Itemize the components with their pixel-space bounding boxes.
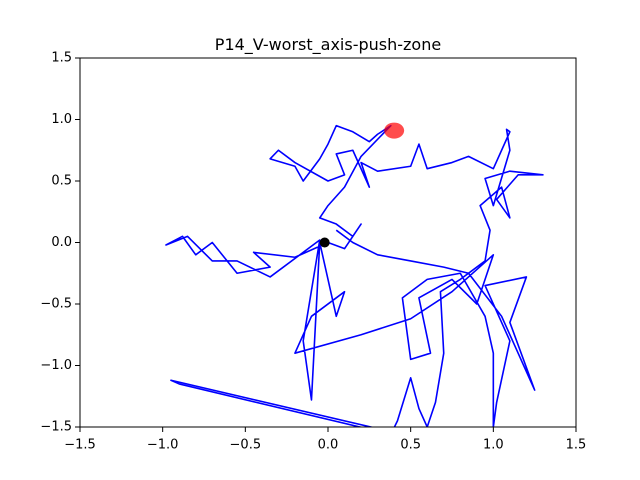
x-tick-label: 1.0 [483, 438, 504, 453]
x-tick-label: 0.5 [400, 438, 421, 453]
y-tick-label: −1.0 [40, 358, 72, 373]
x-tick-label: −0.5 [230, 438, 262, 453]
x-tick-label: 1.5 [566, 438, 587, 453]
y-tick-label: 0.5 [51, 174, 72, 189]
x-tick-label: −1.0 [147, 438, 179, 453]
y-tick-label: 1.0 [51, 112, 72, 127]
x-tick-label: 0.0 [318, 438, 339, 453]
y-tick-label: 0.0 [51, 235, 72, 250]
marker-point [319, 237, 330, 248]
plot-area [165, 122, 544, 427]
marker-point [384, 122, 405, 139]
y-tick-label: 1.5 [51, 51, 72, 66]
chart-title: P14_V-worst_axis-push-zone [215, 35, 441, 55]
y-tick-label: −0.5 [40, 297, 72, 312]
y-tick-label: −1.5 [40, 420, 72, 435]
trajectory-line [165, 124, 544, 427]
x-tick-label: −1.5 [64, 438, 96, 453]
